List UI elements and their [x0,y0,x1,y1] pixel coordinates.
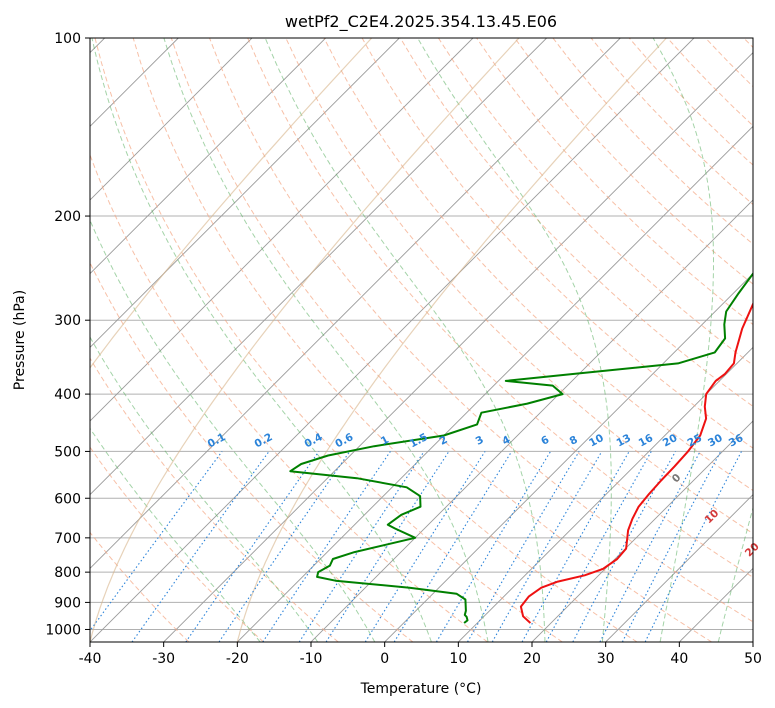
dry-adiabat-line [90,446,264,642]
isotherm-line [237,125,753,642]
x-tick-label: -10 [300,651,323,667]
x-tick-label: -30 [152,651,175,667]
mixing-ratio-line [185,451,320,642]
moist-adiabat-line [264,38,546,642]
mixing-ratio-line [131,451,270,642]
mixing-ratio-line [621,451,722,642]
isotherm-line [90,38,621,569]
mixing-ratio-line [545,451,652,642]
dry-adiabat-line [90,261,414,642]
x-tick-label: 50 [744,651,762,667]
mixing-ratio-line [644,451,742,642]
moist-adiabat-line [163,38,489,642]
isotherm-line [90,38,253,201]
y-axis-ticks: 100 200 300 400 500 600 700 800 900 1000 [45,31,90,638]
mixing-ratio-line [298,451,425,642]
plot-background [90,38,753,642]
chart-title: wetPf2_C2E4.2025.354.13.45.E06 [285,12,557,32]
mixing-ratio-line [218,451,351,642]
y-tick-label: 500 [54,444,81,460]
moist-adiabat-line [417,38,612,642]
isotherm-line [384,273,753,642]
theta-contour-line [90,38,373,369]
moist-adiabat-line [90,427,261,642]
dewpoint-series-line [289,271,753,624]
y-tick-label: 700 [54,531,81,547]
dry-adiabat-line [247,38,753,578]
isotherm-lines [90,38,753,642]
mixing-ratio-line [262,451,391,642]
isotherm-line [90,38,474,422]
dry-adiabat-line [132,38,638,642]
mixing-ratio-line [90,451,223,632]
dry-adiabat-line [323,38,753,492]
isotherm-line [605,494,753,642]
x-axis-label: Temperature (°C) [360,681,482,697]
x-tick-label: -40 [79,651,102,667]
isotherm-line [163,52,753,642]
mixing-ratio-line [393,451,513,642]
pressure-gridlines [90,38,753,630]
isotherm-line [90,38,400,348]
dry-adiabat-lines [90,38,753,642]
dry-adiabat-line [399,38,753,408]
mixing-ratio-line [572,451,676,642]
x-tick-label: 30 [597,651,615,667]
y-tick-label: 400 [54,387,81,403]
moist-adiabat-lines [90,38,753,642]
isotherm-line [531,420,753,642]
y-tick-label: 200 [54,209,81,225]
y-tick-label: 600 [54,491,81,507]
moist-adiabat-line [717,506,753,642]
mixing-ratio-line [325,451,450,642]
y-tick-label: 900 [54,595,81,611]
moist-adiabat-line [90,218,376,642]
dry-adiabat-line [209,38,753,623]
x-axis-ticks: -40 -30 -20 -10 0 10 20 30 40 50 [79,642,762,667]
dry-adiabat-line [90,357,339,642]
y-tick-label: 300 [54,313,81,329]
theta-contour-lines [90,38,667,642]
y-axis-label: Pressure (hPa) [12,290,28,390]
temperature-series-line [519,301,753,624]
y-tick-label: 800 [54,565,81,581]
moist-adiabat-line [90,336,319,642]
theta-contour-line [90,38,520,642]
dry-adiabat-line [90,531,190,642]
theta-contour-line [236,38,667,642]
profile-series [289,271,753,624]
isotherm-line [90,38,326,275]
x-tick-label: 40 [670,651,688,667]
isotherm-line [458,346,753,642]
y-tick-label: 1000 [45,622,81,638]
plot-frame [89,37,754,643]
isotherm-line [90,38,547,496]
dry-adiabat-line [170,38,712,642]
x-tick-label: 0 [380,651,389,667]
isotherm-line [90,38,695,642]
x-tick-label: 20 [523,651,541,667]
dry-adiabat-line [90,153,488,642]
mixing-ratio-lines [90,451,742,642]
x-tick-label: -20 [226,651,249,667]
dry-adiabat-line [437,38,753,366]
moist-adiabat-line [91,38,432,642]
dry-adiabat-line [94,38,563,642]
dry-adiabat-line [514,38,753,285]
moist-adiabat-line [652,38,714,642]
x-tick-label: 10 [449,651,467,667]
mixing-ratio-line [521,451,630,642]
y-tick-label: 100 [54,31,81,47]
